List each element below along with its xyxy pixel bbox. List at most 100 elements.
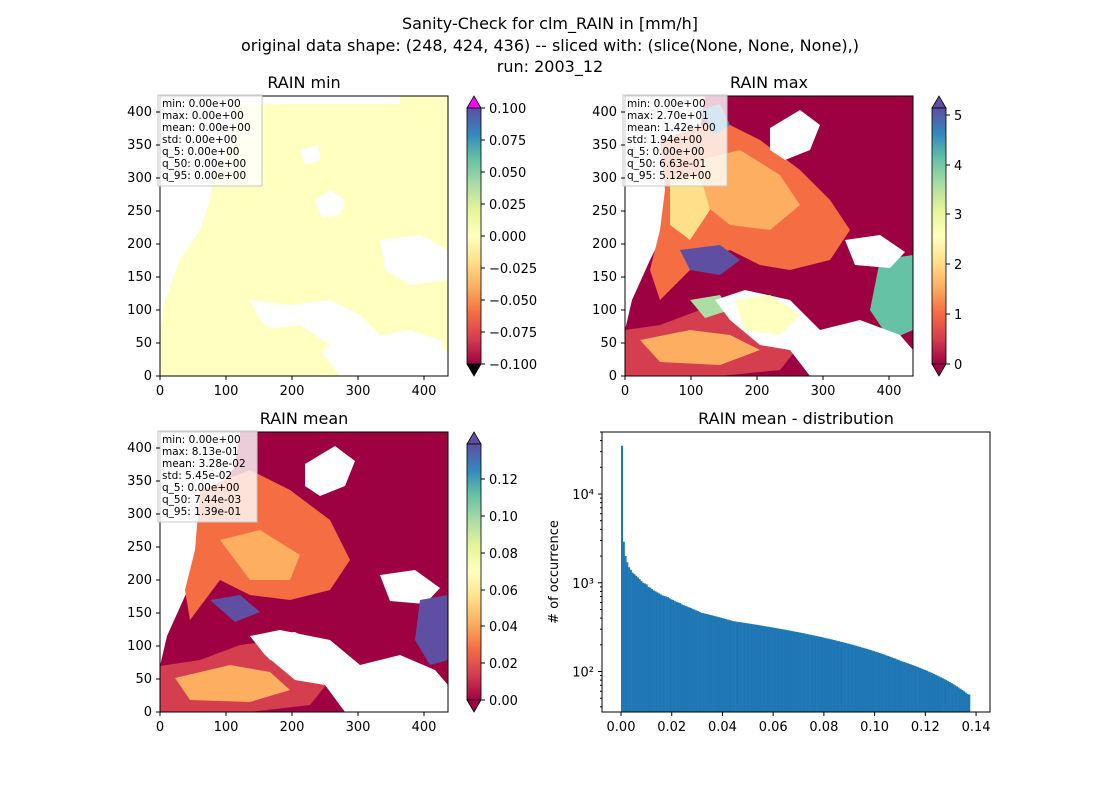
histogram-bar bbox=[689, 607, 692, 712]
histogram-bar bbox=[754, 624, 758, 712]
x-tick-label: 100 bbox=[214, 720, 239, 735]
panel-rain-max: RAIN max min: 0.00e+00 max: 2.70e+01 m bbox=[592, 73, 962, 399]
histogram-bar bbox=[932, 673, 936, 712]
histogram-bar bbox=[950, 683, 953, 712]
colorbar-tick-label: 4 bbox=[954, 159, 962, 174]
histogram-bar bbox=[673, 601, 676, 712]
histogram-bar bbox=[818, 636, 821, 712]
histogram-bar bbox=[658, 593, 661, 712]
histogram-bar bbox=[813, 635, 816, 712]
colorbar-tick-label: 3 bbox=[954, 208, 962, 223]
colorbar-tick-label: 0.050 bbox=[489, 166, 526, 181]
histogram-bar bbox=[959, 688, 962, 712]
histogram-bar bbox=[693, 609, 696, 712]
histogram-bar bbox=[839, 641, 842, 712]
histogram-bar bbox=[938, 676, 941, 712]
histogram-bar bbox=[952, 684, 955, 712]
histogram-bar bbox=[825, 638, 828, 712]
figure-title-line-1: Sanity-Check for clm_RAIN in [mm/h] bbox=[402, 14, 698, 34]
y-axis-label: # of occurrence bbox=[547, 520, 562, 624]
x-tick-label: 0 bbox=[156, 720, 164, 735]
histogram-bar bbox=[626, 562, 629, 712]
histogram-bar bbox=[897, 659, 900, 712]
y-tick-label: 250 bbox=[592, 204, 617, 219]
histogram-bar bbox=[881, 654, 884, 712]
histogram-bar bbox=[892, 658, 895, 712]
histogram-bar bbox=[760, 625, 763, 712]
histogram-bar bbox=[841, 642, 844, 712]
histogram-bar bbox=[888, 656, 891, 712]
colorbar: 0.12 0.10 0.08 0.06 0.04 0.02 0.00 bbox=[466, 431, 518, 713]
y-tick-label: 350 bbox=[127, 474, 152, 489]
histogram-bar bbox=[922, 669, 925, 712]
histogram-bar bbox=[940, 677, 943, 712]
x-tick-label: 200 bbox=[745, 384, 770, 399]
panel-title: RAIN max bbox=[730, 73, 808, 92]
histogram-bar bbox=[749, 623, 752, 712]
histogram-bar bbox=[790, 630, 793, 712]
x-tick bbox=[159, 376, 425, 380]
histogram-bar bbox=[873, 651, 876, 712]
histogram-bar bbox=[931, 673, 934, 712]
x-tick-label: 0.10 bbox=[860, 720, 889, 735]
histogram-bar bbox=[911, 665, 914, 712]
svg-text:std: 1.94e+00: std: 1.94e+00 bbox=[627, 134, 702, 146]
histogram-bar bbox=[629, 569, 632, 712]
histogram-bar bbox=[864, 648, 867, 712]
x-tick-label: 200 bbox=[280, 384, 305, 399]
histogram-bar bbox=[670, 599, 673, 712]
histogram-bar bbox=[762, 625, 765, 712]
histogram-bar bbox=[913, 665, 916, 712]
histogram-bar bbox=[925, 670, 928, 712]
histogram-bar bbox=[862, 647, 865, 712]
x-tick-label: 0.14 bbox=[962, 720, 991, 735]
x-tick-label: 0.02 bbox=[657, 720, 686, 735]
histogram-bar bbox=[874, 651, 877, 712]
x-tick-label: 100 bbox=[679, 384, 704, 399]
x-tick-label: 0 bbox=[156, 384, 164, 399]
histogram-bar bbox=[707, 614, 710, 712]
histogram-bar bbox=[631, 572, 634, 712]
histogram-bar bbox=[687, 607, 691, 712]
y-tick-label: 100 bbox=[592, 303, 617, 318]
histogram-bar bbox=[918, 667, 921, 712]
histogram-bar bbox=[906, 663, 909, 712]
histogram-bar bbox=[636, 577, 639, 712]
histogram-bar bbox=[799, 632, 802, 712]
histogram-bar bbox=[647, 586, 650, 712]
histogram-bar bbox=[915, 666, 918, 712]
x-tick-label: 0.00 bbox=[607, 720, 636, 735]
histogram-bar bbox=[885, 655, 888, 712]
histogram-bar bbox=[797, 632, 800, 712]
histogram-bar bbox=[821, 637, 824, 712]
histogram-bar bbox=[964, 692, 967, 712]
panel-rain-mean: RAIN mean min: 0.00e+00 max: 8.13e-01 me… bbox=[127, 409, 518, 735]
histogram-bar bbox=[924, 670, 927, 712]
svg-text:min: 0.00e+00: min: 0.00e+00 bbox=[162, 98, 241, 110]
svg-text:min: 0.00e+00: min: 0.00e+00 bbox=[627, 98, 706, 110]
y-tick-label: 150 bbox=[127, 270, 152, 285]
histogram-bar bbox=[837, 641, 840, 712]
histogram-bar bbox=[832, 639, 835, 712]
histogram-bar bbox=[677, 602, 680, 712]
svg-text:std: 5.45e-02: std: 5.45e-02 bbox=[162, 470, 232, 482]
stats-box: min: 0.00e+00 max: 0.00e+00 mean: 0.00e+… bbox=[157, 94, 263, 187]
panel-title: RAIN mean - distribution bbox=[698, 409, 894, 428]
x-tick-label: 400 bbox=[412, 384, 437, 399]
histogram-bar bbox=[943, 679, 946, 712]
histogram-bar bbox=[624, 556, 627, 712]
panel-title: RAIN min bbox=[267, 73, 340, 92]
y-tick-label: 250 bbox=[127, 540, 152, 555]
histogram-bar bbox=[679, 603, 682, 712]
histogram-bar bbox=[695, 610, 698, 712]
histogram-bar bbox=[777, 628, 780, 712]
y-tick-label: 50 bbox=[135, 336, 152, 351]
y-tick-label: 400 bbox=[127, 105, 152, 120]
y-tick-label: 100 bbox=[127, 303, 152, 318]
svg-text:q_5: 0.00e+00: q_5: 0.00e+00 bbox=[162, 482, 239, 494]
x-tick-label: 200 bbox=[280, 720, 305, 735]
x-tick-label: 400 bbox=[877, 384, 902, 399]
histogram-bar bbox=[628, 567, 631, 712]
histogram-bar bbox=[776, 628, 779, 712]
panel-rain-min: RAIN min min: 0.00e+00 max: 0.00e+00 mea… bbox=[127, 73, 537, 399]
